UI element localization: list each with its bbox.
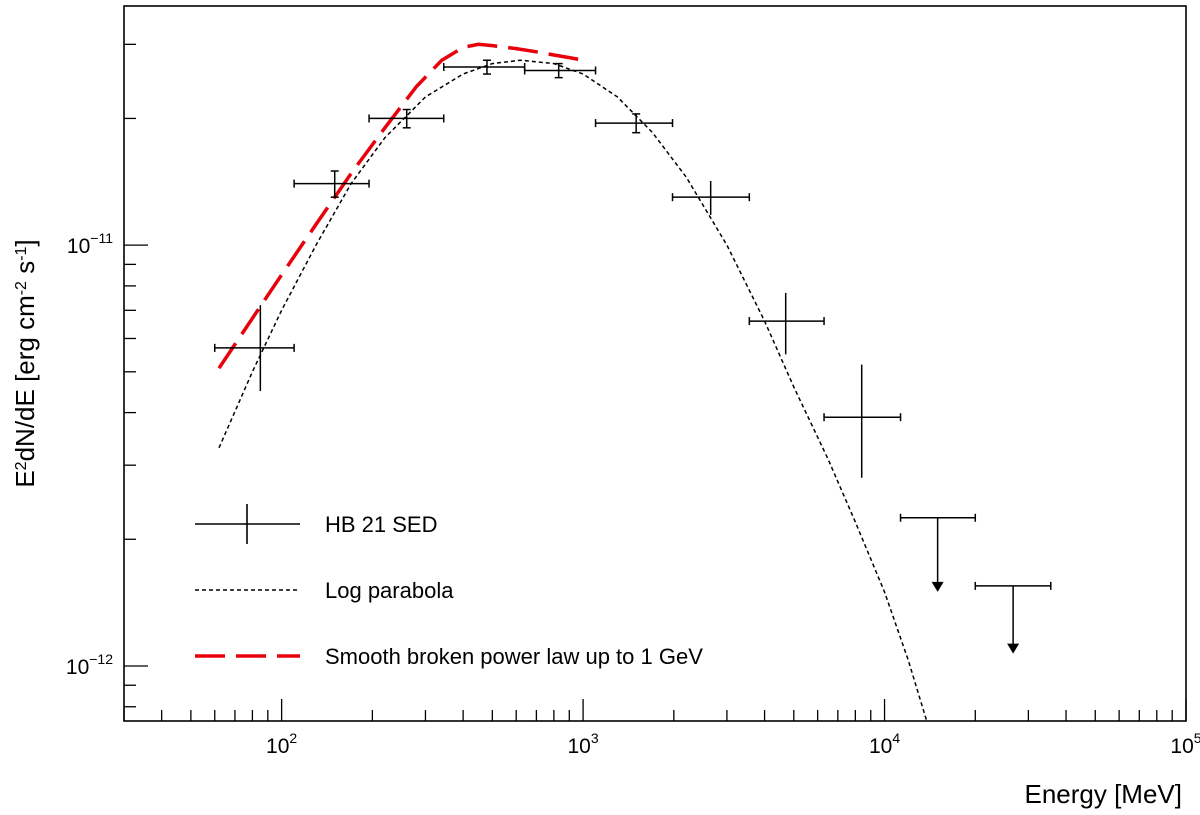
x-tick-label: 102 — [266, 730, 297, 758]
y-axis-title: E2dN/dE [erg cm-2 s-1] — [10, 239, 40, 487]
legend-entry: Smooth broken power law up to 1 GeV — [195, 644, 703, 669]
sed-point — [293, 170, 370, 198]
legend-label: Smooth broken power law up to 1 GeV — [325, 644, 703, 669]
x-tick-label: 105 — [1170, 730, 1200, 758]
broken-power-law-curve — [217, 42, 584, 370]
sed-point — [213, 305, 295, 392]
sed-point — [523, 62, 597, 79]
legend-label: Log parabola — [325, 578, 454, 603]
x-axis-ticks: 102 103 104 105 — [123, 699, 1200, 758]
log-parabola-curve-group — [218, 59, 928, 722]
upper-limit-arrow — [931, 581, 944, 592]
sed-point — [443, 59, 526, 75]
sed-point — [748, 292, 825, 355]
x-tick-label: 103 — [568, 730, 599, 758]
upper-limit-arrow — [1007, 643, 1020, 654]
upper-limit-point — [974, 581, 1052, 654]
sed-point — [671, 181, 751, 215]
plot-frame — [123, 5, 1187, 722]
y-tick-label: 10−11 — [67, 230, 113, 258]
sed-points-group — [213, 59, 1052, 654]
legend: HB 21 SED Log parabola Smooth broken power… — [195, 504, 703, 669]
log-parabola-curve — [218, 59, 928, 722]
sed-point — [594, 113, 674, 134]
sed-point — [823, 364, 902, 478]
legend-label: HB 21 SED — [325, 512, 438, 537]
sed-point — [368, 108, 445, 129]
y-tick-label: 10−12 — [66, 651, 113, 679]
legend-entry: Log parabola — [195, 578, 454, 603]
upper-limit-point — [899, 513, 977, 592]
legend-entry: HB 21 SED — [195, 504, 438, 544]
x-tick-label: 104 — [869, 730, 900, 758]
y-axis-ticks: 10−12 10−11 — [66, 43, 148, 708]
x-axis-title: Energy [MeV] — [1024, 779, 1182, 809]
broken-power-law-curve-group — [217, 42, 584, 370]
